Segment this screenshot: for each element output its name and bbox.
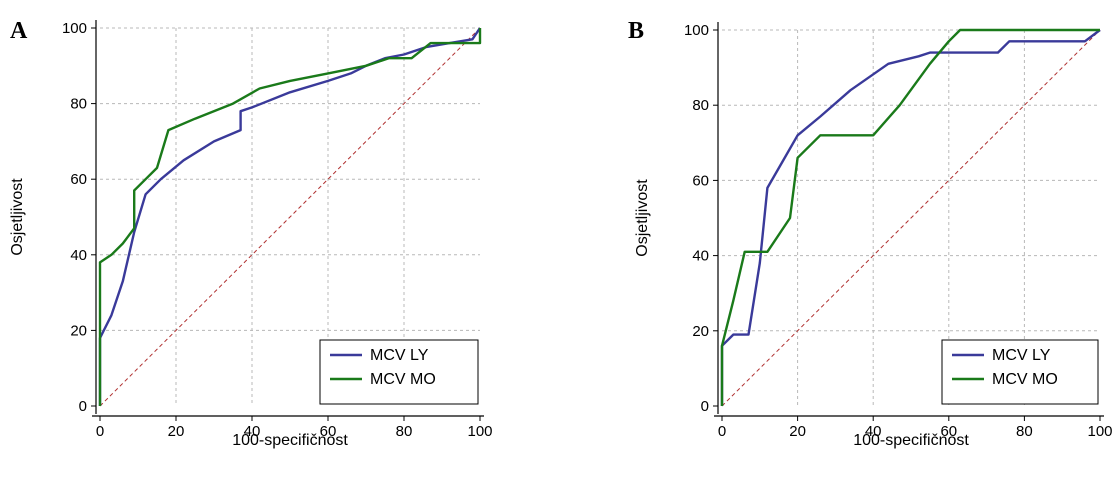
- x-tick-label: 80: [396, 423, 413, 440]
- y-tick-label: 40: [70, 247, 87, 264]
- x-tick-label: 20: [168, 423, 185, 440]
- y-axis-title: Osjetljivost: [9, 178, 26, 256]
- y-axis-title: Osjetljivost: [634, 179, 651, 257]
- legend-label: MCV LY: [370, 347, 429, 364]
- legend: MCV LY MCV MO: [941, 339, 1099, 405]
- y-tick-label: 40: [692, 248, 709, 265]
- legend-label: MCV MO: [992, 371, 1058, 388]
- panel-a: 0 20 40 60 80 100 0 20 40 60 80 100 100-specifičnost…: [9, 18, 493, 449]
- x-tick-label: 40: [865, 423, 882, 440]
- x-tick-label: 40: [244, 423, 261, 440]
- legend-box: [941, 339, 1099, 405]
- x-tick-label: 80: [1016, 423, 1033, 440]
- x-tick-label: 60: [320, 423, 337, 440]
- series-line-mcv-mo: [720, 28, 1100, 406]
- legend-box: [319, 339, 479, 405]
- x-axis-title: 100-specifičnost: [232, 432, 348, 449]
- x-tick-label: 60: [940, 423, 957, 440]
- panel-b: 0 20 40 60 80 100 0 20 40 60 80 100 100-specifičnost…: [628, 18, 1113, 449]
- x-tick-label: 20: [789, 423, 806, 440]
- y-tick-label: 0: [79, 398, 87, 415]
- legend-label: MCV MO: [370, 371, 436, 388]
- reference-diagonal-line: [99, 27, 481, 407]
- series-line-mcv-mo: [98, 28, 482, 406]
- reference-diagonal-line: [721, 29, 1101, 407]
- y-tick-label: 100: [62, 20, 87, 37]
- y-tick-label: 80: [692, 97, 709, 114]
- y-tick-label: 60: [692, 172, 709, 189]
- y-tick-label: 100: [684, 22, 709, 39]
- panel-label: A: [10, 18, 28, 44]
- y-tick-label: 60: [70, 171, 87, 188]
- series-line-mcv-ly: [720, 29, 1101, 406]
- y-tick-label: 80: [70, 96, 87, 113]
- panel-label: B: [628, 18, 644, 44]
- series-line-mcv-ly: [98, 27, 481, 406]
- y-tick-label: 20: [692, 323, 709, 340]
- x-tick-label: 100: [467, 423, 492, 440]
- x-tick-label: 100: [1087, 423, 1112, 440]
- x-tick-label: 0: [96, 423, 104, 440]
- x-axis-title: 100-specifičnost: [853, 432, 969, 449]
- legend: MCV LY MCV MO: [319, 339, 479, 405]
- y-tick-label: 20: [70, 322, 87, 339]
- legend-label: MCV LY: [992, 347, 1051, 364]
- x-tick-label: 0: [718, 423, 726, 440]
- y-tick-label: 0: [701, 398, 709, 415]
